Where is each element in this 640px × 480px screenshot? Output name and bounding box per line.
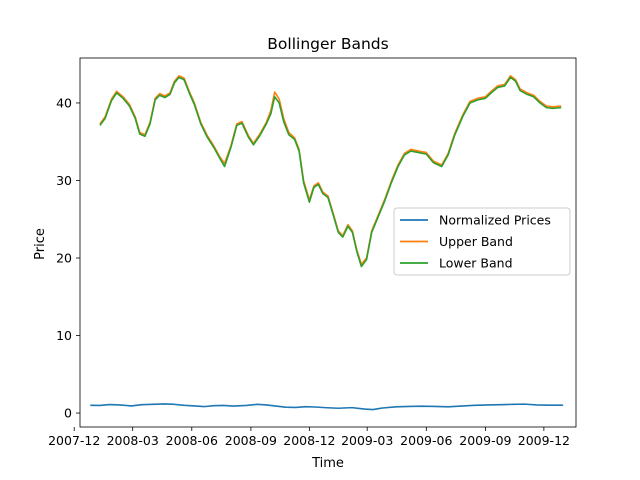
- plot-area: [90, 75, 564, 411]
- x-tick-label: 2009-03: [341, 433, 393, 448]
- x-tick-label: 2008-12: [283, 433, 335, 448]
- legend-box: [393, 207, 571, 276]
- legend-label-2: Lower Band: [439, 256, 513, 271]
- series-line-0: [90, 403, 564, 411]
- y-tick-label: 30: [56, 173, 72, 188]
- y-tick-label: 40: [56, 95, 72, 110]
- axes-frame: [79, 57, 577, 428]
- axes: 2007-12 2008-03 2008-06 2008-09 2008-12 2009-…: [48, 57, 577, 448]
- x-tick-label: 2008-09: [225, 433, 277, 448]
- legend-label-1: Upper Band: [439, 234, 513, 249]
- x-tick-label: 2008-06: [166, 433, 218, 448]
- x-axis-label: Time: [311, 456, 344, 471]
- y-tick-label: 10: [56, 328, 72, 343]
- x-tick-label: 2009-12: [518, 433, 570, 448]
- x-tick-label: 2009-06: [400, 433, 452, 448]
- legend: Normalized Prices Upper Band Lower Band: [393, 207, 571, 276]
- y-axis-label: Price: [33, 228, 48, 260]
- x-tick-label: 2009-09: [459, 433, 511, 448]
- y-tick-label: 0: [64, 406, 72, 421]
- y-tick-label: 20: [56, 251, 72, 266]
- chart-title: Bollinger Bands: [267, 35, 388, 53]
- series-line-2: [99, 76, 562, 268]
- x-tick-label: 2007-12: [48, 433, 100, 448]
- legend-label-0: Normalized Prices: [439, 213, 551, 228]
- x-tick-label: 2008-03: [107, 433, 159, 448]
